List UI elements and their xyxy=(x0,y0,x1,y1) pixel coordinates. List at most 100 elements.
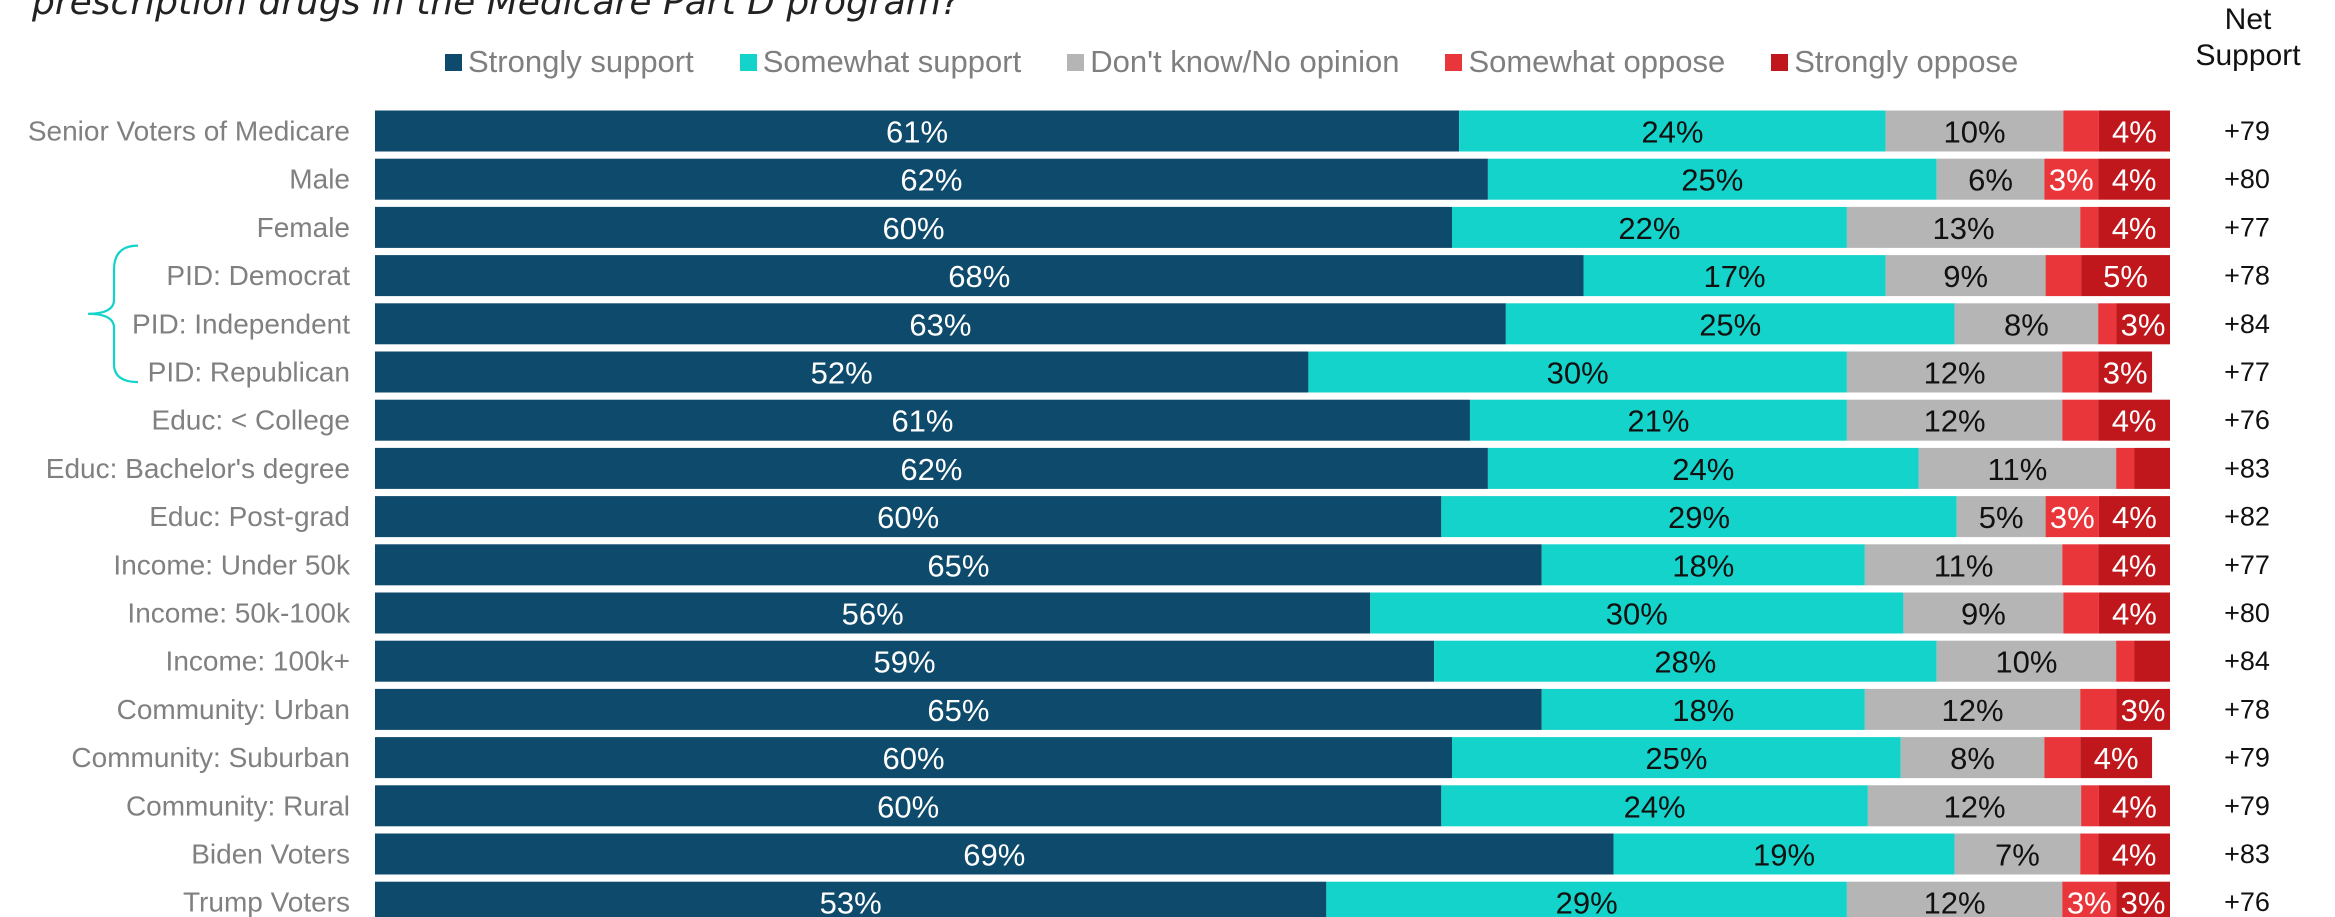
bar-somewhat-oppose xyxy=(2062,399,2099,441)
data-label-dont-know: 7% xyxy=(1995,838,2040,873)
bar-strongly-oppose xyxy=(2116,303,2170,345)
data-label-dont-know: 8% xyxy=(2004,307,2049,342)
data-label-strongly-support: 59% xyxy=(874,645,936,680)
data-label-somewhat-support: 17% xyxy=(1704,259,1766,294)
net-support-value: +79 xyxy=(2224,116,2270,146)
bar-strongly-oppose xyxy=(2098,785,2170,827)
data-label-dont-know: 12% xyxy=(1924,886,1986,917)
bar-somewhat-support xyxy=(1452,737,1901,779)
category-label: Community: Urban xyxy=(117,694,350,725)
data-label-somewhat-support: 24% xyxy=(1641,115,1703,150)
legend-item-somewhat-oppose: Somewhat oppose xyxy=(1445,44,1725,80)
bar-dont-know xyxy=(1954,833,2081,875)
bar-dont-know xyxy=(1936,640,2117,682)
bar-strongly-oppose xyxy=(2098,833,2170,875)
legend-label-strongly-oppose: Strongly oppose xyxy=(1794,44,2019,79)
data-label-strongly-support: 62% xyxy=(900,163,962,198)
category-label: PID: Democrat xyxy=(166,260,350,291)
bar-somewhat-support xyxy=(1505,303,1955,345)
data-label-somewhat-support: 25% xyxy=(1681,163,1743,198)
bar-somewhat-oppose xyxy=(2044,737,2081,779)
data-label-dont-know: 10% xyxy=(1995,645,2057,680)
bar-strongly-oppose xyxy=(2098,158,2170,200)
bar-strongly-oppose xyxy=(2116,688,2170,730)
bar-dont-know xyxy=(1903,592,2064,634)
data-label-strongly-oppose: 4% xyxy=(2112,211,2157,246)
bar-strongly-support xyxy=(375,158,1488,200)
net-support-value: +79 xyxy=(2224,743,2270,773)
net-support-value: +77 xyxy=(2224,357,2270,387)
data-label-strongly-oppose: 4% xyxy=(2112,838,2157,873)
net-support-value: +80 xyxy=(2224,164,2270,194)
bar-dont-know xyxy=(1864,688,2081,730)
category-label: PID: Independent xyxy=(132,308,350,339)
data-label-somewhat-support: 18% xyxy=(1672,548,1734,583)
data-label-strongly-oppose: 3% xyxy=(2103,356,2148,391)
legend-swatch-somewhat-oppose xyxy=(1445,53,1463,71)
data-label-somewhat-support: 30% xyxy=(1547,356,1609,391)
bar-strongly-support xyxy=(375,206,1452,248)
category-label: Income: Under 50k xyxy=(113,549,351,580)
bar-dont-know xyxy=(1846,399,2063,441)
data-label-strongly-oppose: 4% xyxy=(2112,404,2157,439)
bar-dont-know xyxy=(1846,351,2063,393)
data-label-strongly-support: 65% xyxy=(927,693,989,728)
bar-strongly-oppose xyxy=(2134,640,2170,682)
data-label-strongly-oppose: 3% xyxy=(2121,886,2166,917)
data-label-somewhat-support: 21% xyxy=(1627,404,1689,439)
category-label: Educ: < College xyxy=(152,405,350,436)
data-label-strongly-support: 53% xyxy=(820,886,882,917)
data-label-somewhat-support: 29% xyxy=(1668,500,1730,535)
bar-somewhat-oppose xyxy=(2116,640,2135,682)
bar-strongly-oppose xyxy=(2098,592,2170,634)
net-support-value: +82 xyxy=(2224,502,2270,532)
bar-strongly-support xyxy=(375,688,1542,730)
bar-strongly-support xyxy=(375,496,1442,538)
bar-strongly-oppose xyxy=(2098,110,2170,152)
data-label-strongly-support: 61% xyxy=(886,115,948,150)
data-label-dont-know: 8% xyxy=(1950,741,1995,776)
bar-dont-know xyxy=(1885,255,2046,297)
net-support-value: +76 xyxy=(2224,405,2270,435)
data-label-strongly-support: 60% xyxy=(877,789,939,824)
bar-strongly-oppose xyxy=(2098,399,2170,441)
chart-legend: Strongly support Somewhat support Don't kn… xyxy=(445,42,2064,82)
data-label-strongly-support: 63% xyxy=(909,307,971,342)
bar-strongly-oppose xyxy=(2098,206,2170,248)
net-header-line-1: Net xyxy=(2224,3,2272,36)
bar-somewhat-oppose xyxy=(2116,447,2135,489)
data-label-somewhat-support: 30% xyxy=(1606,597,1668,632)
data-label-dont-know: 12% xyxy=(1942,693,2004,728)
data-label-strongly-support: 65% xyxy=(927,548,989,583)
data-label-dont-know: 6% xyxy=(1968,163,2013,198)
bar-somewhat-oppose xyxy=(2080,688,2117,730)
category-label: Male xyxy=(289,164,350,195)
bar-strongly-support xyxy=(375,881,1327,917)
data-label-strongly-oppose: 4% xyxy=(2112,163,2157,198)
net-support-value: +78 xyxy=(2224,694,2270,724)
bar-strongly-oppose xyxy=(2098,496,2170,538)
bar-somewhat-support xyxy=(1370,592,1904,634)
category-label: Senior Voters of Medicare xyxy=(28,116,350,147)
net-support-value: +84 xyxy=(2224,309,2270,339)
bar-dont-know xyxy=(1918,447,2117,489)
data-label-dont-know: 11% xyxy=(1988,452,2048,487)
bar-strongly-support xyxy=(375,255,1584,297)
legend-label-somewhat-support: Somewhat support xyxy=(762,44,1022,79)
bar-strongly-oppose xyxy=(2098,544,2170,586)
data-label-strongly-oppose: 3% xyxy=(2121,693,2166,728)
data-label-strongly-oppose: 3% xyxy=(2121,307,2166,342)
bar-strongly-oppose xyxy=(2116,881,2170,917)
bar-strongly-support xyxy=(375,351,1309,393)
bar-strongly-support xyxy=(375,110,1460,152)
net-support-value: +80 xyxy=(2224,598,2270,628)
data-label-strongly-oppose: 4% xyxy=(2112,500,2157,535)
bar-somewhat-support xyxy=(1452,206,1847,248)
bar-somewhat-oppose xyxy=(2081,785,2099,827)
data-label-somewhat-support: 29% xyxy=(1556,886,1618,917)
data-label-strongly-support: 60% xyxy=(882,211,944,246)
bar-strongly-support xyxy=(375,737,1452,779)
net-support-header: Net Support xyxy=(2128,2,2335,74)
bar-somewhat-support xyxy=(1434,640,1937,682)
